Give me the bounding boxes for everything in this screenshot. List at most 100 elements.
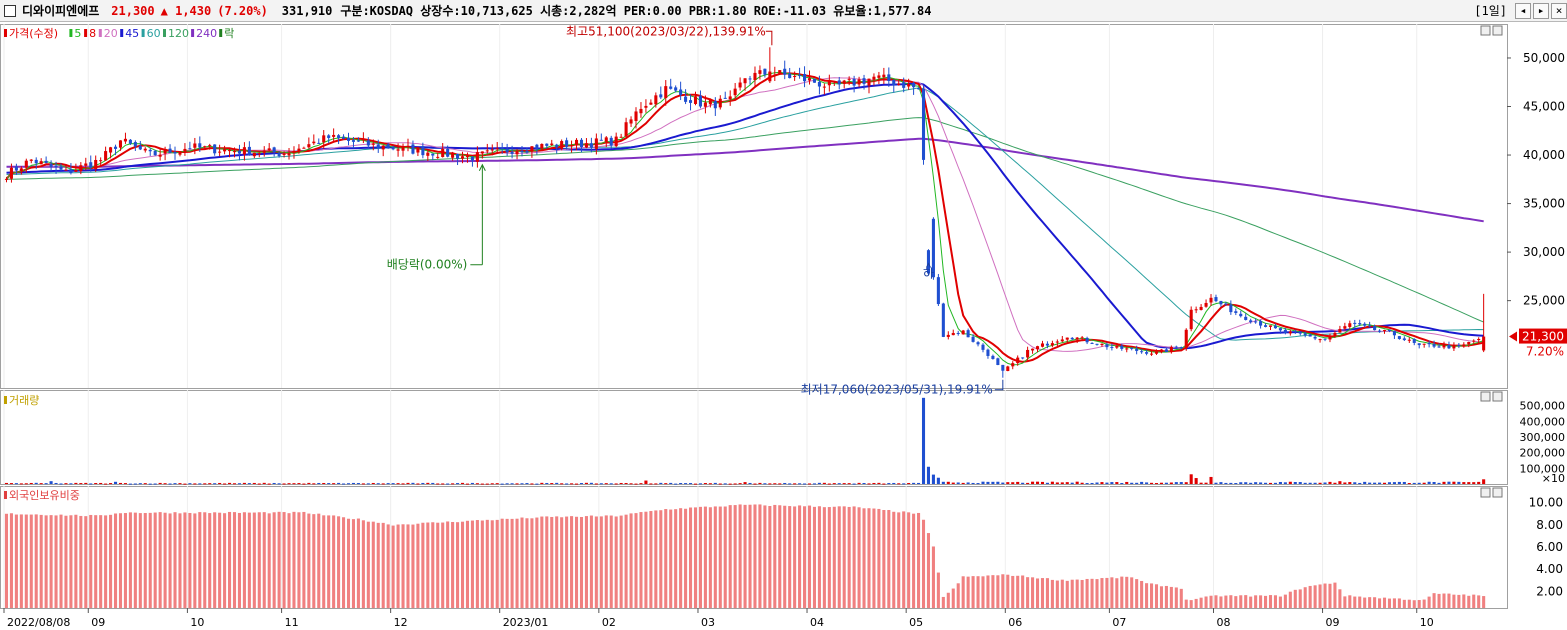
candle-body [1060,339,1064,342]
volume-bar [966,482,970,484]
candle-body [708,99,712,105]
period-selector[interactable]: [1일] [1474,4,1507,18]
price-change: ▲ 1,430 [160,3,212,18]
volume-bar [619,482,623,484]
volume-bar [788,483,792,485]
volume-bar [1392,482,1396,484]
stock-name: 디와이피엔에프 [22,4,100,18]
volume-bar [589,482,593,484]
volume-bar [584,482,588,484]
candle [84,157,88,171]
candle [525,147,529,154]
candle-body [1437,346,1441,348]
volume-bar [753,483,757,485]
panel-maximize-icon[interactable] [1492,391,1503,402]
candle-body [1467,341,1471,345]
high-price-annotation: 최고51,100(2023/03/22),139.91% [566,24,766,38]
foreign-ownership-bar [1140,580,1144,608]
candle-body [376,144,380,149]
foreign-ownership-bar [69,515,73,608]
panel-maximize-icon[interactable] [1492,487,1503,498]
x-tick-label: 07 [1112,616,1126,629]
panel-maximize-icon[interactable] [1492,25,1503,36]
panel-minimize-icon[interactable] [1480,487,1491,498]
panel-minimize-icon[interactable] [1480,25,1491,36]
volume-bar [1110,482,1114,484]
foreign-ownership-bar [54,515,58,608]
candle [218,144,222,157]
close-button[interactable]: × [1551,2,1567,19]
select-checkbox[interactable] [4,4,16,17]
scroll-right-button[interactable]: ▸ [1533,2,1549,19]
candle-body [1135,348,1139,351]
candle-body [1021,357,1025,359]
candle-body [490,149,494,151]
candle [857,76,861,88]
candle [852,75,856,93]
candle [312,134,316,145]
volume-bar [634,483,638,485]
volume-bar [649,483,653,485]
candle [1154,349,1159,355]
candle-body [609,137,613,146]
candle [604,136,608,148]
candle-body [654,95,658,105]
candle [703,95,707,114]
foreign-ownership-bar [203,512,207,608]
candle-body [1115,345,1119,348]
volume-bar [168,483,172,485]
volume-bar [679,483,683,485]
candle-body [1358,323,1362,325]
foreign-ownership-bar [242,512,246,608]
scroll-left-button[interactable]: ◂ [1515,2,1531,19]
volume-bar [897,483,901,485]
candle-body [1070,337,1074,340]
volume-bar [218,482,222,484]
volume-bar [470,482,474,484]
candle-body [29,159,33,161]
volume-bar [1378,482,1382,484]
volume-bar [228,482,232,484]
stock-chart[interactable]: 최고51,100(2023/03/22),139.91% 최저17,060(202… [0,22,1567,630]
foreign-ownership-bar [14,514,18,608]
foreign-ownership-bar [337,516,341,608]
candle-body [1075,337,1079,340]
foreign-ownership-bar [956,583,960,608]
candle [793,71,797,81]
candle-body [1174,346,1178,348]
candle [346,132,351,146]
foreign-ownership-bar [292,511,296,608]
price-legend-item: 5 [74,27,81,40]
foreign-ownership-bar [1001,574,1005,608]
volume-bar [99,482,103,484]
foreign-ownership-bar [609,515,613,608]
candle-body [133,142,137,147]
candle-body [1105,344,1109,348]
foreign-ownership-bar [1164,585,1168,608]
foreign-ownership-bar [1065,580,1069,608]
candle-body [1254,321,1258,323]
candle [297,144,301,154]
candle [317,138,321,144]
candle [74,163,78,173]
candle [1040,340,1045,348]
foreign-ownership-bar [118,513,123,608]
volume-bar [659,482,663,484]
legend-swatch [98,29,102,37]
foreign-ownership-bar [386,524,390,608]
volume-bar [396,483,400,485]
volume-bar [163,483,167,485]
candle-body [1368,325,1372,327]
candle-body [1234,311,1238,313]
candle-body [812,78,816,83]
panel-minimize-icon[interactable] [1480,391,1491,402]
candle-body [698,95,702,107]
foreign-ownership-bar [327,515,331,608]
foreign-ownership-bar [748,504,752,608]
foreign-ownership-bar [1174,587,1178,608]
candle-body [1313,336,1317,339]
candle-body [1318,339,1322,341]
volume-bar [223,483,227,485]
candle-body [981,344,985,350]
volume-bar [1442,481,1446,484]
